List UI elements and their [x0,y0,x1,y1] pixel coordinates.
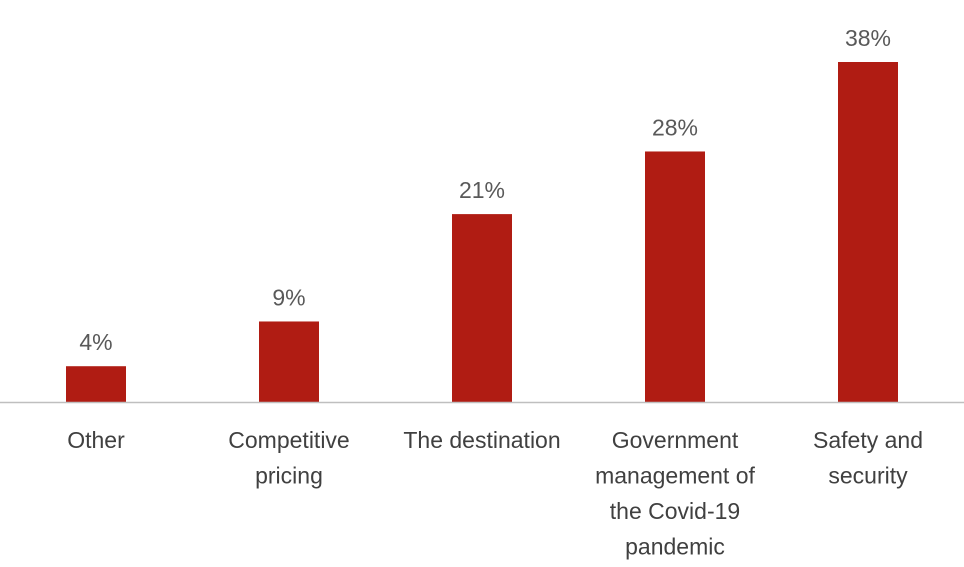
category-label-4: Safety and security [813,427,923,489]
category-label-1: Competitive pricing [228,427,349,489]
category-label-line: management of [595,463,755,489]
category-label-line: security [828,463,908,489]
bar-2 [452,214,512,402]
value-label-1: 9% [272,284,305,310]
category-label-line: pricing [255,463,323,489]
bar-4 [838,62,898,402]
category-label-line: The destination [403,427,560,453]
category-label-line: Government [612,427,739,453]
bars-group [66,62,898,402]
bar-0 [66,366,126,402]
category-labels-group: Other Competitive pricing The destination Go… [67,427,923,560]
category-label-0: Other [67,427,125,453]
category-label-line: the Covid-19 [610,498,740,524]
category-label-line: Other [67,427,125,453]
category-label-2: The destination [403,427,560,453]
category-label-3: Government management of the Covid-19 pande… [595,427,755,560]
bar-1 [259,321,319,402]
value-label-4: 38% [845,25,891,51]
category-label-line: Competitive [228,427,349,453]
value-labels-group: 4% 9% 21% 28% 38% [79,25,891,355]
bar-3 [645,151,705,402]
category-label-line: Safety and [813,427,923,453]
value-label-0: 4% [79,329,112,355]
category-label-line: pandemic [625,534,725,560]
value-label-3: 28% [652,114,698,140]
value-label-2: 21% [459,177,505,203]
